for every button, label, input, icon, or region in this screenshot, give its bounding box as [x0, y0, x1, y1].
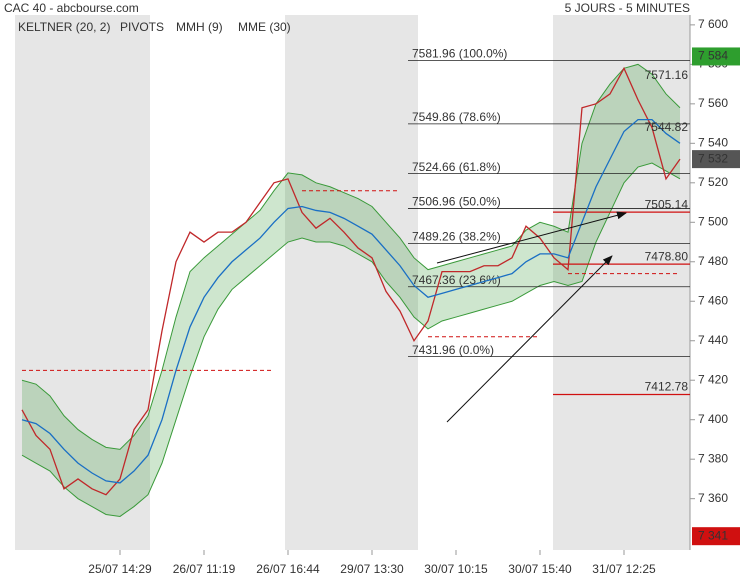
y-tick-label: 7 600 — [698, 17, 728, 31]
y-tick-label: 7 540 — [698, 135, 728, 149]
fib-label: 7506.96 (50.0%) — [412, 195, 501, 209]
x-tick-label: 30/07 10:15 — [424, 562, 488, 576]
annotation: 7571.16 — [645, 68, 689, 82]
annotation: 7544.82 — [645, 120, 689, 134]
y-tick-label: 7 520 — [698, 175, 728, 189]
price-box-label: 7 584 — [698, 49, 728, 63]
session-shade — [285, 15, 418, 550]
drawn-arrow — [436, 211, 627, 264]
drawn-arrow — [446, 255, 613, 423]
legend-entry: MMH (9) — [176, 20, 223, 34]
x-tick-label: 26/07 16:44 — [256, 562, 320, 576]
price-box-label: 7 532 — [698, 151, 728, 165]
session-shade — [15, 15, 150, 550]
legend-entry: PIVOTS — [120, 20, 164, 34]
fib-label: 7549.86 (78.6%) — [412, 110, 501, 124]
legend-entry: KELTNER (20, 2) — [18, 20, 110, 34]
y-tick-label: 7 560 — [698, 96, 728, 110]
y-tick-label: 7 400 — [698, 412, 728, 426]
price-box — [692, 527, 740, 546]
chart-subtitle: 5 JOURS - 5 MINUTES — [565, 1, 690, 15]
y-tick-label: 7 360 — [698, 491, 728, 505]
series-line — [21, 118, 681, 484]
pivot-label: 7505.14 — [645, 197, 689, 211]
fib-label: 7489.26 (38.2%) — [412, 230, 501, 244]
x-tick-label: 29/07 13:30 — [340, 562, 404, 576]
session-shade — [553, 15, 690, 550]
keltner-fill — [22, 64, 680, 517]
keltner-lower — [21, 162, 681, 517]
chart-title: CAC 40 - abcbourse.com — [4, 1, 139, 15]
fib-label: 7431.96 (0.0%) — [412, 343, 494, 357]
fib-label: 7581.96 (100.0%) — [412, 47, 507, 61]
y-tick-label: 7 500 — [698, 214, 728, 228]
y-tick-label: 7 380 — [698, 451, 728, 465]
pivot-label: 7478.80 — [645, 249, 689, 263]
price-box — [692, 47, 740, 66]
y-tick-label: 7 480 — [698, 254, 728, 268]
x-tick-label: 25/07 14:29 — [88, 562, 152, 576]
pivot-label: 7412.78 — [645, 380, 689, 394]
y-tick-label: 7 420 — [698, 372, 728, 386]
x-tick-label: 31/07 12:25 — [592, 562, 656, 576]
fib-label: 7524.66 (61.8%) — [412, 160, 501, 174]
price-box-label: 7 341 — [698, 528, 728, 542]
x-tick-label: 30/07 15:40 — [508, 562, 572, 576]
y-tick-label: 7 460 — [698, 293, 728, 307]
y-tick-label: 7 440 — [698, 333, 728, 347]
x-tick-label: 26/07 11:19 — [173, 562, 236, 576]
series-line — [21, 66, 681, 496]
price-box — [692, 150, 740, 169]
legend-entry: MME (30) — [238, 20, 291, 34]
